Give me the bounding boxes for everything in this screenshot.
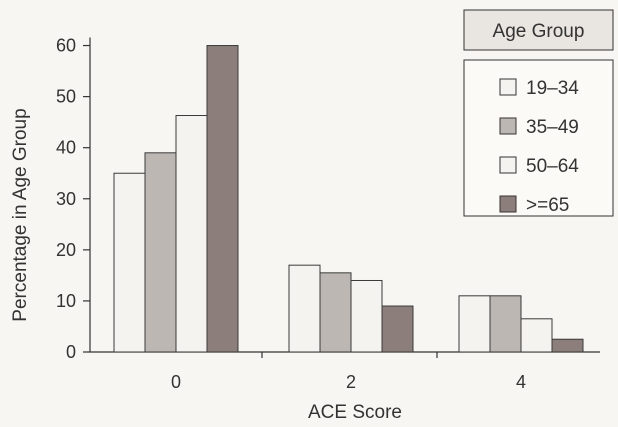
legend-label: 50–64	[526, 156, 579, 177]
x-tick-label: 4	[516, 372, 526, 392]
y-tick-label: 50	[56, 87, 76, 107]
x-axis-ticks: 0 2 4	[171, 352, 526, 392]
bar-2-3	[551, 338, 584, 353]
legend-swatch	[499, 156, 517, 174]
bar-2-2	[520, 318, 553, 353]
bar-1-1	[319, 272, 352, 353]
y-tick-label: 60	[56, 36, 76, 56]
y-tick-label: 20	[56, 240, 76, 260]
y-axis-ticks: 0 10 20 30 40 50 60	[56, 36, 90, 362]
bar-0-1	[144, 152, 177, 353]
y-tick-label: 0	[66, 342, 76, 362]
bars	[113, 45, 584, 353]
y-tick-label: 10	[56, 291, 76, 311]
legend-label: 19–34	[526, 78, 579, 99]
y-tick-label: 40	[56, 138, 76, 158]
y-axis-title: Percentage in Age Group	[10, 108, 31, 321]
bar-0-2	[175, 115, 208, 353]
bar-2-0	[458, 295, 491, 353]
x-tick-label: 2	[346, 372, 356, 392]
legend-label: 35–49	[526, 117, 579, 138]
bar-0-0	[113, 172, 146, 353]
legend-title-box	[463, 9, 614, 51]
y-tick-label: 30	[56, 189, 76, 209]
x-axis-title: ACE Score	[308, 402, 402, 423]
x-tick-label: 0	[171, 372, 181, 392]
bar-1-3	[381, 305, 414, 353]
bar-1-0	[288, 264, 321, 353]
bar-2-1	[489, 295, 522, 353]
bar-0-3	[206, 45, 239, 353]
bar-1-2	[350, 279, 383, 353]
legend-box	[463, 59, 614, 217]
legend-swatch	[499, 195, 517, 213]
legend-label: >=65	[526, 195, 569, 216]
legend: Age Group 19–34 35–49 50–64 >=65	[463, 9, 614, 217]
legend-swatch	[499, 117, 517, 135]
legend-swatch	[499, 78, 517, 96]
legend-title: Age Group	[493, 21, 585, 42]
legend-items: 19–34 35–49 50–64 >=65	[499, 78, 579, 216]
